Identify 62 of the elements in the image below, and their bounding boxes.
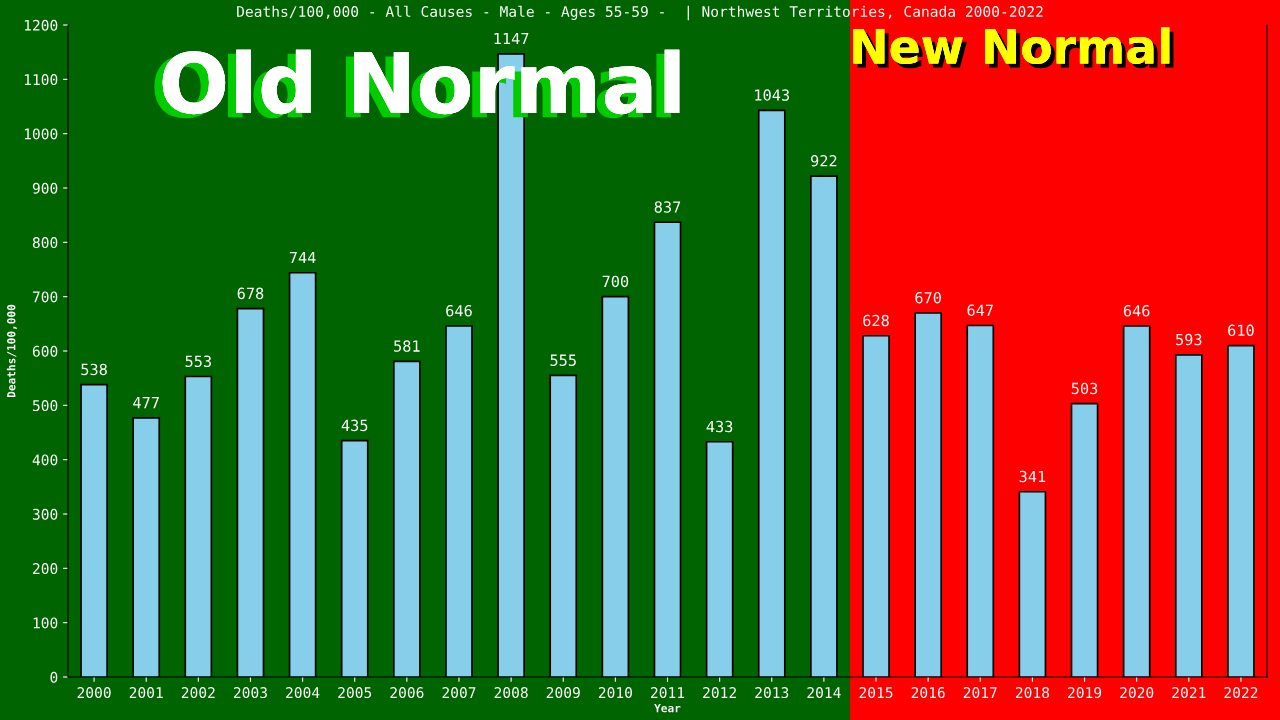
x-tick-label: 2016 <box>911 687 945 699</box>
x-tick-label: 2010 <box>598 687 632 699</box>
data-label: 744 <box>289 251 316 264</box>
data-label: 700 <box>602 275 629 288</box>
x-tick-label: 2005 <box>338 687 372 699</box>
x-tick-label: 2015 <box>859 687 893 699</box>
x-tick-label: 2009 <box>546 687 580 699</box>
y-tick-label: 0 <box>50 671 58 683</box>
data-label: 503 <box>1071 382 1098 395</box>
data-label: 670 <box>915 291 941 304</box>
x-tick-label: 2022 <box>1224 687 1258 699</box>
band-label: New Normal <box>853 27 1174 69</box>
x-tick-label: 2012 <box>703 687 736 699</box>
x-tick-label: 2008 <box>494 687 528 699</box>
x-tick-label: 2001 <box>129 687 163 699</box>
y-tick-label: 600 <box>32 345 58 357</box>
x-tick-label: 2019 <box>1068 687 1102 699</box>
data-label: 435 <box>341 419 368 432</box>
data-label: 678 <box>237 287 264 300</box>
data-label: 341 <box>1019 470 1046 483</box>
data-label: 628 <box>863 314 889 327</box>
x-tick-label: 2011 <box>651 687 685 699</box>
x-tick-label: 2000 <box>77 687 111 699</box>
x-tick-label: 2021 <box>1172 687 1206 699</box>
data-label: 477 <box>133 396 159 409</box>
data-label: 593 <box>1176 333 1202 346</box>
y-tick-label: 300 <box>32 508 58 520</box>
data-label: 837 <box>654 201 681 213</box>
data-label: 646 <box>446 304 472 317</box>
y-tick-label: 800 <box>32 237 58 249</box>
x-tick-label: 2013 <box>755 687 789 699</box>
data-label: 922 <box>811 155 837 167</box>
x-tick-label: 2017 <box>963 687 997 699</box>
x-axis-title: Year <box>654 704 681 713</box>
x-tick-label: 2007 <box>442 687 476 699</box>
data-label: 1043 <box>755 89 790 101</box>
data-label: 555 <box>550 354 576 366</box>
y-tick-label: 400 <box>32 454 58 466</box>
data-label: 581 <box>394 340 420 352</box>
y-tick-label: 100 <box>33 617 58 629</box>
data-label: 538 <box>81 363 107 376</box>
x-tick-label: 2002 <box>181 687 215 699</box>
y-tick-label: 700 <box>32 291 58 303</box>
data-label: 610 <box>1228 324 1254 337</box>
x-tick-label: 2003 <box>233 687 267 699</box>
y-tick-label: 500 <box>32 400 58 412</box>
x-tick-label: 2004 <box>286 687 320 699</box>
y-tick-label: 1100 <box>24 74 58 86</box>
data-label: 433 <box>706 420 733 433</box>
y-tick-label: 1000 <box>24 128 58 140</box>
y-axis-title: Deaths/100,000 <box>6 304 17 398</box>
data-label: 553 <box>185 355 211 368</box>
data-label: 647 <box>967 304 993 316</box>
data-label: 646 <box>1123 304 1150 317</box>
y-tick-label: 900 <box>32 182 58 194</box>
data-label: 1147 <box>494 32 529 45</box>
x-tick-label: 2006 <box>390 687 424 699</box>
y-tick-label: 1200 <box>24 19 58 31</box>
x-tick-label: 2014 <box>807 687 841 699</box>
x-tick-label: 2018 <box>1015 687 1050 699</box>
y-tick-label: 200 <box>33 563 58 575</box>
x-tick-label: 2020 <box>1120 687 1154 699</box>
